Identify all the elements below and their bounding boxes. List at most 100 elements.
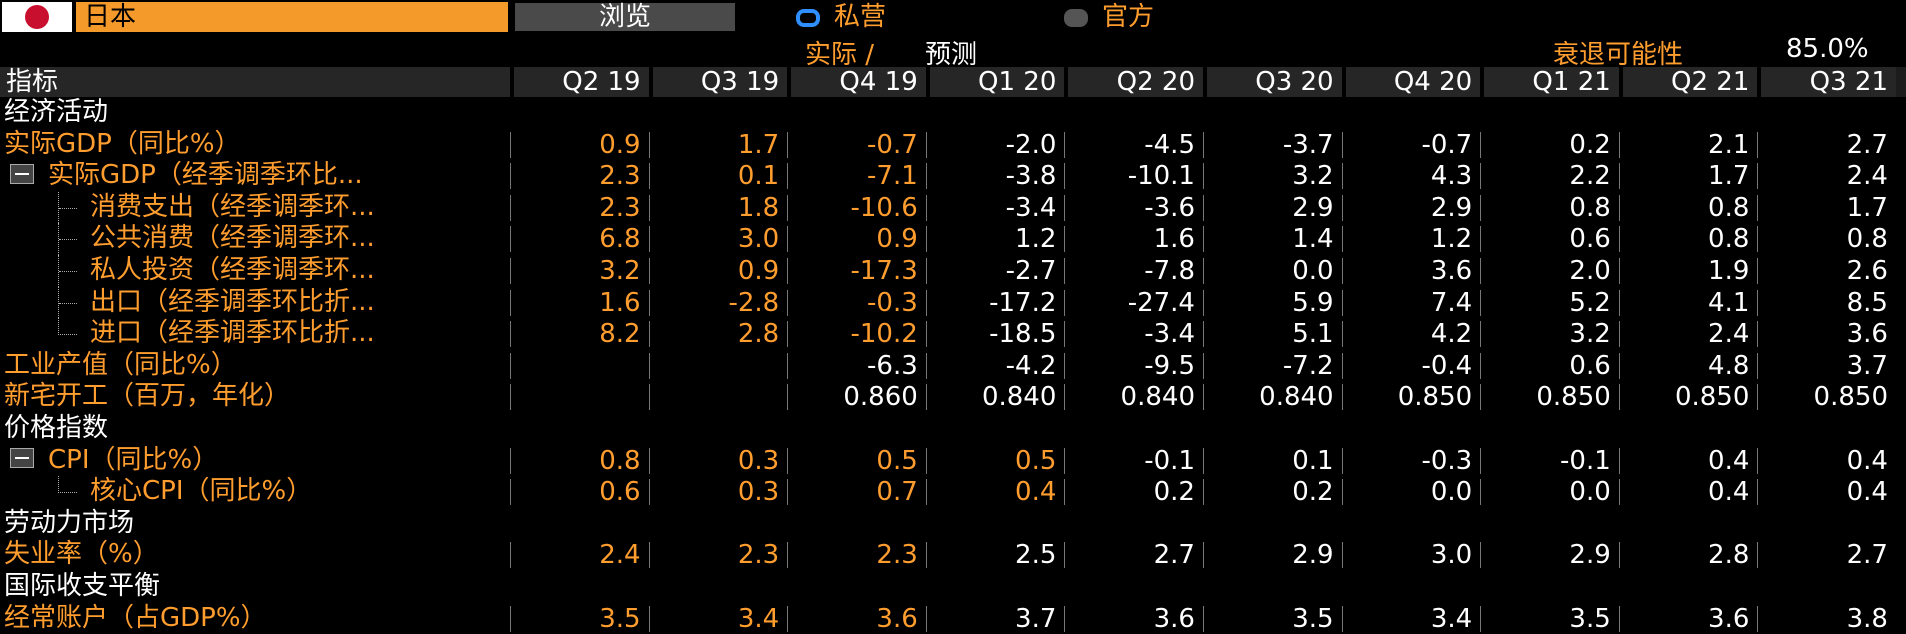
value-cell: -4.2 — [925, 352, 1065, 379]
label-text: 价格指数 — [4, 413, 109, 443]
data-row[interactable]: 核心CPI（同比%） 0.6 0.3 0.7 0.4 0.2 0.2 0.0 0.0 0.4 0.4 — [0, 476, 1906, 508]
value-cell: -0.1 — [1064, 447, 1203, 474]
value-cell: 0.9 — [510, 131, 649, 158]
data-row[interactable]: 实际GDP（同比%） 0.9 1.7 -0.7 -2.0 -4.5 -3.7 -0.7 0.2 2… — [0, 129, 1906, 161]
value-cell: 6.8 — [510, 226, 649, 253]
value-cell: 0.6 — [510, 479, 649, 506]
value-cell: -3.8 — [925, 163, 1065, 190]
data-row[interactable]: CPI（同比%） 0.8 0.3 0.5 0.5 -0.1 0.1 -0.3 -0.1 0.4 0.… — [0, 445, 1906, 477]
value-cell: 0.2 — [1480, 131, 1619, 158]
flag — [2, 2, 72, 32]
value-cell: 0.3 — [648, 479, 788, 506]
value-cell: 3.4 — [1341, 605, 1481, 632]
collapse-toggle[interactable] — [10, 448, 34, 469]
value-cell: 0.1 — [648, 163, 788, 190]
data-row[interactable]: 实际GDP（经季调季环比... 2.3 0.1 -7.1 -3.8 -10.1 3.2 4.3… — [0, 160, 1906, 192]
data-row[interactable]: 消费支出（经季调季环... 2.3 1.8 -10.6 -3.4 -3.6 2.9 2.9 0.… — [0, 191, 1906, 224]
value-cell: -9.5 — [1064, 352, 1203, 379]
row-label: 实际GDP（经季调季环比... — [4, 160, 363, 192]
value-cell: 3.6 — [1618, 605, 1758, 632]
radio-official[interactable]: 官方 — [1064, 2, 1154, 32]
value-cell: 0.5 — [787, 447, 926, 474]
collapse-toggle[interactable] — [10, 163, 34, 184]
value-cell: 1.8 — [648, 194, 788, 221]
data-row[interactable]: 进口（经季调季环比折... 8.2 2.8 -10.2 -18.5 -3.4 5.1 4.2 3… — [0, 318, 1906, 350]
row-label: 私人投资（经季调季环... — [90, 255, 375, 287]
value-cell: 3.5 — [1203, 605, 1342, 632]
column-header[interactable]: Q2 19 — [510, 67, 649, 97]
label-text: 新宅开工（百万，年化） — [4, 381, 291, 412]
data-row[interactable]: 出口（经季调季环比折... 1.6 -2.8 -0.3 -17.2 -27.4 5.9 7.4… — [0, 286, 1906, 319]
label-text: 工业产值（同比%） — [4, 349, 237, 380]
value-cell: -0.1 — [1480, 447, 1619, 474]
value-cell: -18.5 — [925, 321, 1065, 348]
column-header[interactable]: Q3 20 — [1203, 67, 1342, 97]
value-cell: -7.2 — [1203, 352, 1342, 379]
column-header[interactable]: Q1 21 — [1480, 67, 1619, 97]
value-cell: 2.3 — [787, 542, 926, 569]
value-cell: 3.6 — [787, 605, 926, 632]
label-text: 私人投资（经季调季环... — [90, 255, 375, 285]
value-cell: 2.1 — [1618, 131, 1758, 158]
value-cell: -17.2 — [925, 289, 1065, 316]
value-cell: -2.7 — [925, 258, 1065, 284]
row-label: 实际GDP（同比%） — [4, 129, 241, 161]
value-cell: 0.1 — [1203, 447, 1342, 474]
data-row[interactable]: 新宅开工（百万，年化） 0.860 0.840 0.840 0.840 0.850 0.85… — [0, 381, 1906, 413]
value-cell: 2.4 — [1618, 321, 1758, 348]
actual-label: 实际 / — [805, 40, 875, 70]
data-row[interactable]: 失业率（%） 2.4 2.3 2.3 2.5 2.7 2.9 3.0 2.9 2.8 2.7 — [0, 539, 1906, 571]
label-text: 出口（经季调季环比折... — [90, 286, 375, 317]
value-cell: 0.6 — [1480, 352, 1619, 379]
row-label: 失业率（%） — [4, 539, 159, 571]
value-cell: 2.5 — [925, 542, 1065, 569]
value-cell: 3.4 — [648, 605, 788, 632]
value-cell: 0.4 — [1618, 479, 1758, 506]
value-cell: 3.0 — [1341, 542, 1481, 569]
value-cell: 2.4 — [1757, 163, 1896, 190]
section-row: 国际收支平衡 — [0, 571, 1906, 603]
value-cell — [510, 352, 649, 379]
row-label: 出口（经季调季环比折... — [90, 287, 375, 319]
region-input[interactable]: 日本 — [76, 2, 508, 32]
column-header[interactable]: Q4 19 — [787, 67, 926, 97]
value-cell: 0.0 — [1480, 479, 1619, 506]
section-label: 价格指数 — [4, 413, 108, 445]
row-label: 新宅开工（百万，年化） — [4, 381, 290, 413]
column-header[interactable]: Q3 19 — [648, 67, 788, 97]
label-text: 消费支出（经季调季环... — [90, 191, 375, 222]
value-cell: 0.5 — [925, 447, 1065, 474]
table-header: 指标 Q2 19 Q3 19 Q4 19 Q1 20 Q2 20 Q3 20 Q4 20 Q1 … — [0, 67, 1906, 97]
data-row[interactable]: 工业产值（同比%） -6.3 -4.2 -9.5 -7.2 -0.4 0.6 4.8 3.7 — [0, 350, 1906, 382]
value-cell: 3.7 — [925, 605, 1065, 632]
column-header[interactable]: Q4 20 — [1341, 67, 1481, 97]
value-cell: 2.2 — [1480, 163, 1619, 190]
data-row[interactable]: 公共消费（经季调季环... 6.8 3.0 0.9 1.2 1.6 1.4 1.2 0.6 0.8… — [0, 223, 1906, 255]
tree-line — [58, 318, 77, 336]
section-label: 劳动力市场 — [4, 508, 134, 540]
value-cell: -0.3 — [787, 289, 926, 316]
tree-line — [58, 476, 77, 494]
data-row[interactable]: 私人投资（经季调季环... 3.2 0.9 -17.3 -2.7 -7.8 0.0 3.6 2.… — [0, 255, 1906, 287]
data-row[interactable]: 经常账户（占GDP%） 3.5 3.4 3.6 3.7 3.6 3.5 3.4 3.5 3.6 3.… — [0, 603, 1906, 634]
value-cell — [510, 384, 649, 411]
value-cell: 0.850 — [1618, 384, 1758, 411]
column-header[interactable]: Q3 21 — [1757, 67, 1896, 97]
column-header[interactable]: Q2 21 — [1618, 67, 1758, 97]
value-cell: 0.840 — [925, 384, 1065, 411]
value-cell: 0.850 — [1341, 384, 1481, 411]
value-cell: 2.4 — [510, 542, 649, 569]
value-cell: 1.9 — [1618, 258, 1758, 284]
row-label: 经常账户（占GDP%） — [4, 603, 267, 634]
radio-label: 官方 — [1102, 2, 1155, 32]
value-cell: 0.8 — [1618, 194, 1758, 221]
column-header[interactable]: Q2 20 — [1064, 67, 1203, 97]
value-cell: 2.8 — [1618, 542, 1758, 569]
value-cell: 0.9 — [648, 258, 788, 284]
column-header[interactable]: Q1 20 — [925, 67, 1065, 97]
value-cell: 2.7 — [1757, 542, 1896, 569]
value-cell: 8.5 — [1757, 289, 1896, 316]
value-cell: 0.3 — [648, 447, 788, 474]
browse-button[interactable]: 浏览 — [515, 3, 735, 31]
radio-private[interactable]: 私营 — [796, 2, 886, 32]
